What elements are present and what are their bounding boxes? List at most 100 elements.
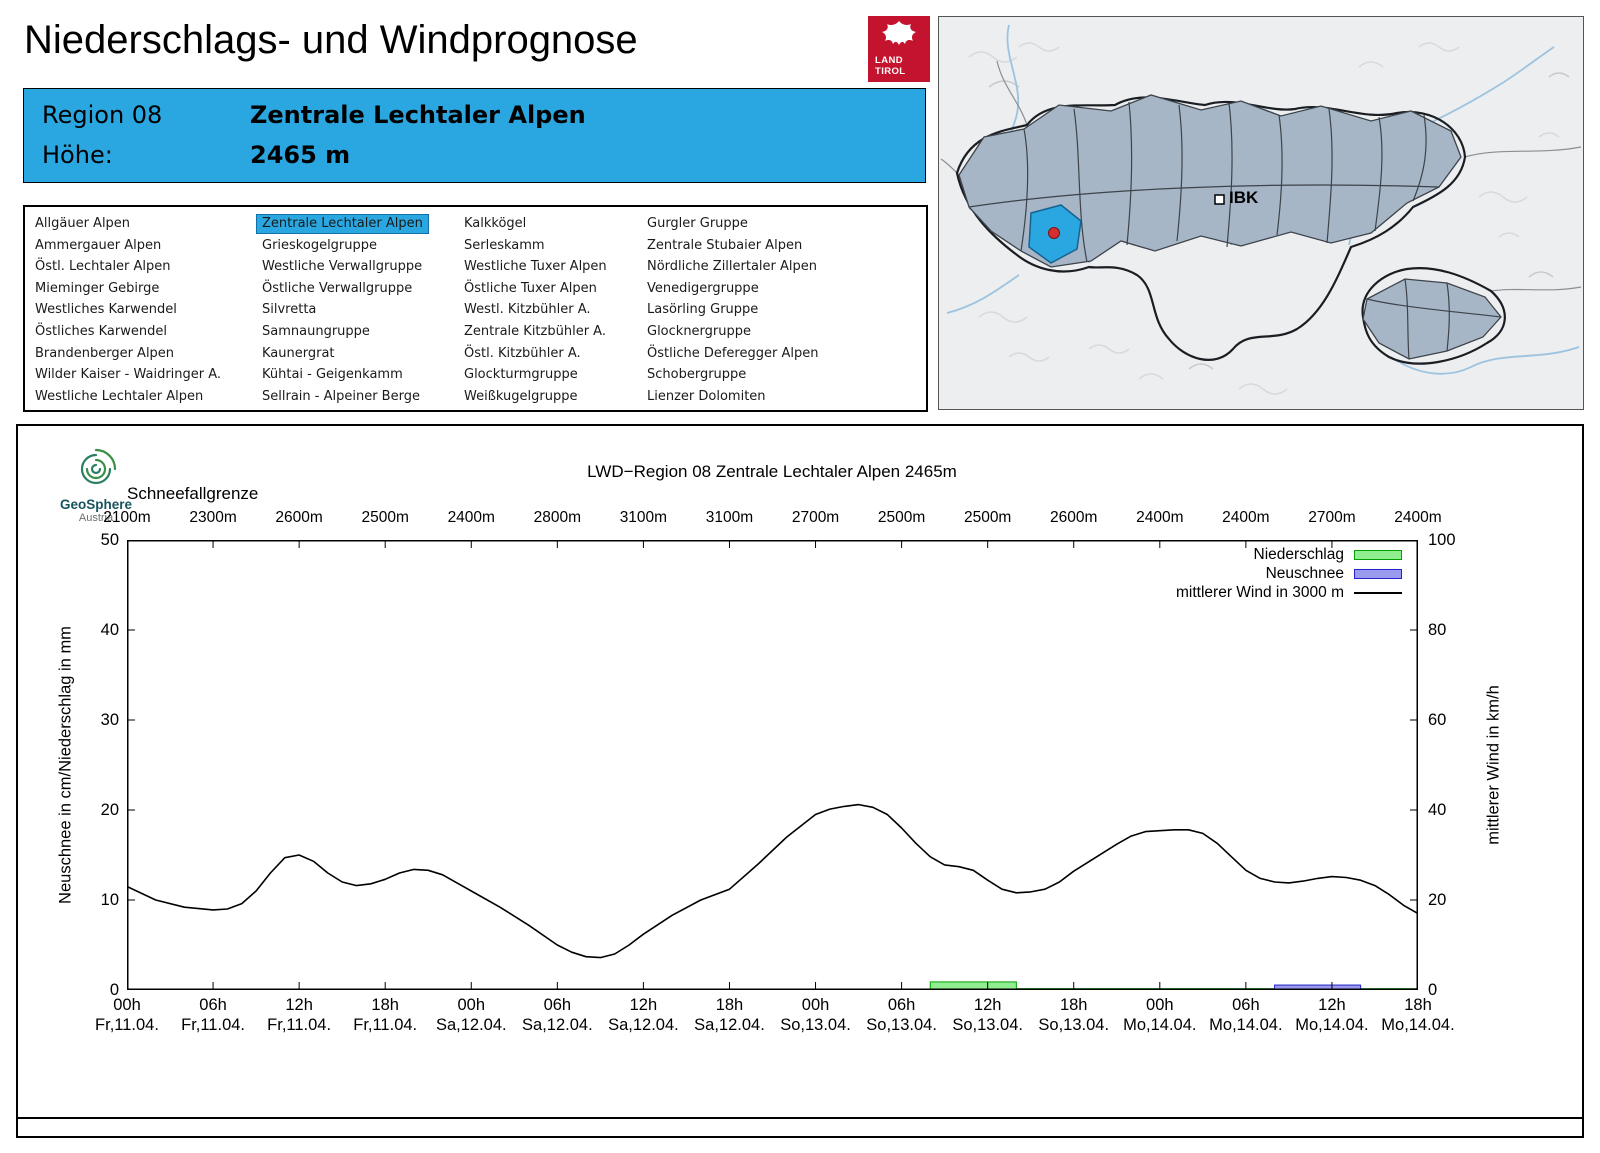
snowline-value: 2400m [447,509,495,526]
region-list-item[interactable]: Kaunergrat [262,345,335,361]
map-region-borders-east [1366,278,1502,360]
region-list-item[interactable]: Brandenberger Alpen [35,345,175,361]
y-tick-right: 0 [1428,981,1438,999]
tirol-region-map[interactable]: IBK [938,16,1584,410]
region-list-item[interactable]: Serleskamm [464,237,545,253]
x-tick-date: So,13.04. [866,1016,937,1034]
x-tick-date: Sa,12.04. [435,1016,507,1034]
snowline-value: 2500m [963,509,1012,526]
x-tick-time: 18h [1059,996,1088,1014]
region-list-item[interactable]: Venedigergruppe [647,280,759,296]
region-list-item[interactable]: Silvretta [262,302,317,318]
legend-box-swatch [1354,549,1402,560]
snowline-value: 2400m [1222,509,1270,526]
region-list-column: Kalkkögel Serleskamm Westliche Tuxer Alpen… [464,213,647,410]
x-tick-date: Sa,12.04. [522,1016,593,1034]
region-list-item[interactable]: Kalkkögel [464,216,527,231]
y-tick-right: 100 [1428,531,1456,549]
region-list-item-selected[interactable]: Zentrale Lechtaler Alpen [256,213,464,235]
region-list-item[interactable]: Weißkugelgruppe [464,388,578,404]
region-list-item[interactable]: Samnaungruppe [262,323,370,339]
region-list-item[interactable]: Westliche Verwallgruppe [262,259,423,275]
region-list-column: Allgäuer Alpen Ammergauer Alpen Östl. Lech… [35,213,262,410]
x-tick-time: 00h [113,996,141,1014]
y-tick-left: 0 [109,981,119,999]
region-list-item[interactable]: Allgäuer Alpen [35,216,131,231]
legend-label: Niederschlag [1253,545,1344,563]
x-tick-date: Mo,14.04. [1381,1016,1455,1034]
region-list-item[interactable]: Sellrain - Alpeiner Berge [262,388,420,404]
x-tick-date: So,13.04. [780,1016,851,1034]
x-tick-time: 12h [973,996,1002,1014]
region-list-item[interactable]: Östliche Deferegger Alpen [647,345,819,361]
snowline-value: 2600m [1050,509,1098,526]
snowline-value: 2700m [791,509,840,526]
chart-title: LWD−Region 08 Zentrale Lechtaler Alpen 2… [587,462,957,481]
region-list-item[interactable]: Glockturmgruppe [464,367,578,383]
geosphere-name: GeoSphere [59,497,133,512]
legend-item: mittlerer Wind in 3000 m [1176,583,1402,602]
page-title: Niederschlags- und Windprognose [24,18,638,62]
region-list-item[interactable]: Östliches Karwendel [35,323,167,339]
x-tick-time: 12h [285,996,313,1014]
snowline-value: 2100m [103,509,151,526]
y-tick-right: 80 [1428,621,1447,639]
region-list-item[interactable]: Grieskogelgruppe [262,237,378,253]
selected-region-dot [1048,227,1060,239]
land-tirol-logo-text: LAND TIROL [875,55,906,77]
region-list-item[interactable]: Östliche Verwallgruppe [262,280,413,296]
region-info-row: Region 08 Zentrale Lechtaler Alpen [42,101,586,129]
map-region-mosaic-east [1362,278,1502,360]
y-tick-left: 10 [100,891,119,909]
region-list-item[interactable]: Zentrale Stubaier Alpen [647,237,803,253]
region-list-item[interactable]: Gurgler Gruppe [647,216,748,231]
chart-legend: Niederschlag Neuschnee mittlerer Wind in 3… [1176,545,1402,602]
x-tick-date: Sa,12.04. [608,1016,679,1034]
region-name: Zentrale Lechtaler Alpen [250,101,586,129]
region-list-item[interactable]: Westliche Lechtaler Alpen [35,388,204,404]
region-list-item[interactable]: Kühtai - Geigenkamm [262,367,403,383]
snowline-value: 2700m [1308,509,1356,526]
snowline-value: 3100m [619,509,668,526]
region-list-item[interactable]: Östliche Tuxer Alpen [464,280,597,296]
y-tick-left: 50 [100,531,119,549]
altitude-value: 2465 m [250,141,351,169]
y-axis-label-left: Neuschnee in cm/Niederschlag in mm [56,626,75,904]
region-list-item[interactable]: Westliches Karwendel [35,302,177,318]
region-list-item[interactable]: Lienzer Dolomiten [647,388,766,404]
region-list-item[interactable]: Mieminger Gebirge [35,280,160,296]
x-tick-time: 06h [887,996,916,1014]
wind-line [127,803,1418,959]
x-tick-time: 00h [1146,996,1174,1014]
land-tirol-logo: LAND TIROL [868,16,930,82]
region-list-item[interactable]: Westl. Kitzbühler A. [464,302,591,318]
selected-region-highlight: Zentrale Lechtaler Alpen [256,214,429,234]
snowline-value: 3100m [705,509,754,526]
region-list-column: Gurgler Gruppe Zentrale Stubaier Alpen Nör… [647,213,926,410]
y-tick-right: 20 [1428,891,1447,909]
region-list-item[interactable]: Östl. Lechtaler Alpen [35,259,171,275]
region-list-item[interactable]: Wilder Kaiser - Waidringer A. [35,367,222,383]
x-tick-time: 18h [715,996,744,1014]
region-list-column: Zentrale Lechtaler Alpen Grieskogelgruppe… [256,213,464,410]
region-list-item[interactable]: Lasörling Gruppe [647,302,759,318]
region-list-item[interactable]: Nördliche Zillertaler Alpen [647,259,818,275]
region-list-item[interactable]: Schobergruppe [647,367,747,383]
region-list-item[interactable]: Zentrale Kitzbühler A. [464,323,606,339]
y-tick-right: 40 [1428,801,1447,819]
tirol-eagle-icon [882,21,916,45]
geosphere-logo: GeoSphere Austria [38,446,154,525]
x-tick-time: 00h [801,996,830,1014]
region-list-item[interactable]: Glocknergruppe [647,323,752,339]
region-list-item[interactable]: Westliche Tuxer Alpen [464,259,607,275]
altitude-label: Höhe: [42,141,113,169]
footer-strip [16,1119,1584,1138]
region-list-item[interactable]: Ammergauer Alpen [35,237,162,253]
region-list-item[interactable]: Östl. Kitzbühler A. [464,345,581,361]
y-tick-left: 20 [100,801,119,819]
legend-label: Neuschnee [1265,564,1344,582]
snowline-value: 2500m [361,509,409,526]
snowline-value: 2400m [1136,509,1184,526]
map-ibk-marker [1214,194,1225,205]
